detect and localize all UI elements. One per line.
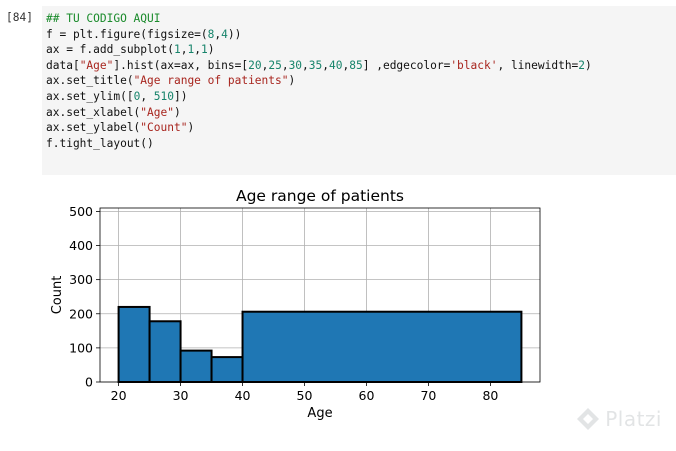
code-token: f = plt.figure(figsize=( bbox=[46, 27, 208, 41]
code-token: ax = f.add_subplot( bbox=[46, 43, 174, 57]
code-token: 35 bbox=[308, 58, 323, 72]
code-token: , bbox=[342, 58, 350, 72]
code-token: , bbox=[214, 27, 222, 41]
code-text[interactable]: ## TU CODIGO AQUI f = plt.figure(figsize=… bbox=[46, 11, 592, 151]
histogram-bar bbox=[117, 305, 151, 383]
code-token: ax.set_xlabel( bbox=[46, 105, 141, 119]
y-tick-label: 100 bbox=[69, 340, 93, 355]
histogram-bar bbox=[210, 356, 244, 383]
code-token: "Age" bbox=[79, 58, 114, 72]
code-token: 1 bbox=[187, 43, 195, 57]
code-line: ax.set_ylabel("Count") bbox=[46, 120, 592, 136]
y-tick-label: 0 bbox=[85, 375, 93, 390]
code-token: , bbox=[302, 58, 309, 72]
code-token: 1 bbox=[200, 43, 208, 57]
code-token: , linewidth= bbox=[497, 58, 579, 72]
code-token: "Age range of patients" bbox=[133, 74, 289, 88]
y-axis-label: Count bbox=[50, 276, 65, 315]
x-tick-label: 50 bbox=[297, 388, 313, 403]
x-tick-label: 30 bbox=[173, 388, 189, 403]
code-token: "Count" bbox=[140, 121, 188, 135]
x-tick-label: 60 bbox=[359, 388, 375, 403]
code-token: , bbox=[194, 43, 201, 57]
code-line: ax.set_xlabel("Age") bbox=[46, 105, 592, 121]
histogram-bar bbox=[148, 320, 182, 383]
code-token: 4 bbox=[221, 27, 228, 41]
code-token: ] ,edgecolor= bbox=[362, 58, 451, 72]
chart-title: Age range of patients bbox=[236, 187, 404, 205]
plot-frame bbox=[99, 207, 541, 383]
code-line: data["Age"].hist(ax=ax, bins=[20,25,30,3… bbox=[46, 58, 592, 74]
x-tick-label: 40 bbox=[235, 388, 251, 403]
code-token: , bbox=[281, 58, 289, 72]
code-token: )) bbox=[227, 27, 242, 41]
code-line: f.tight_layout() bbox=[46, 136, 592, 152]
code-token: ].hist(ax=ax, bins=[ bbox=[113, 58, 249, 72]
histogram-bar bbox=[241, 310, 523, 384]
code-token: , bbox=[140, 89, 154, 103]
code-token: 40 bbox=[329, 58, 343, 72]
code-cell[interactable]: [84] ## TU CODIGO AQUI f = plt.figure(fig… bbox=[4, 6, 676, 176]
y-tick-label: 400 bbox=[69, 238, 93, 253]
code-editor[interactable]: ## TU CODIGO AQUI f = plt.figure(figsize=… bbox=[42, 6, 676, 175]
code-token: 8 bbox=[207, 27, 215, 41]
code-token: data[ bbox=[46, 58, 80, 72]
code-token: 2 bbox=[578, 58, 586, 72]
code-line: ax = f.add_subplot(1,1,1) bbox=[46, 42, 592, 58]
histogram-bars bbox=[117, 305, 523, 384]
platzi-watermark: Platzi bbox=[575, 406, 662, 432]
code-token: 30 bbox=[288, 58, 303, 72]
histogram-chart: 20 30 40 50 60 70 80 0 100 200 300 400 500 Age rang… bbox=[50, 187, 541, 421]
x-tick-label: 70 bbox=[420, 388, 436, 403]
code-token: ax.set_ylim([ bbox=[46, 89, 134, 103]
y-tick-label: 200 bbox=[69, 306, 93, 321]
code-token: ax.set_title( bbox=[46, 74, 134, 88]
code-token: ) bbox=[173, 105, 181, 119]
code-token: "Age" bbox=[140, 105, 174, 119]
code-token: , bbox=[322, 58, 330, 72]
code-token: ## TU CODIGO AQUI bbox=[46, 12, 161, 25]
code-token: ) bbox=[585, 58, 592, 72]
code-line: ax.set_ylim([0, 510]) bbox=[46, 89, 592, 105]
output-figure: 20 30 40 50 60 70 80 0 100 200 300 400 500 Age rang… bbox=[0, 178, 676, 446]
histogram-bar bbox=[179, 349, 213, 384]
x-tick-label: 20 bbox=[111, 388, 127, 403]
code-line: ax.set_title("Age range of patients") bbox=[46, 73, 592, 89]
y-tick-label: 500 bbox=[69, 204, 93, 219]
code-token: 1 bbox=[173, 43, 181, 57]
platzi-logo-icon bbox=[577, 408, 600, 430]
code-token: 85 bbox=[349, 58, 363, 72]
x-tick-label: 80 bbox=[482, 388, 498, 403]
cell-execution-count: [84] bbox=[6, 11, 33, 24]
code-token: 25 bbox=[268, 58, 282, 72]
code-token: 510 bbox=[153, 89, 175, 103]
code-token: ) bbox=[187, 121, 195, 135]
x-axis-ticks: 20 30 40 50 60 70 80 bbox=[111, 382, 498, 403]
y-tick-label: 300 bbox=[69, 272, 93, 287]
code-line: f = plt.figure(figsize=(8,4)) bbox=[46, 27, 592, 43]
watermark-text: Platzi bbox=[605, 407, 662, 431]
code-token: ) bbox=[207, 43, 215, 57]
code-token: 20 bbox=[248, 58, 262, 72]
code-token: 0 bbox=[133, 89, 141, 103]
code-token: , bbox=[261, 58, 269, 72]
code-token: f.tight_layout() bbox=[46, 136, 154, 150]
y-axis-ticks: 0 100 200 300 400 500 bbox=[69, 204, 100, 390]
code-token: ) bbox=[288, 74, 296, 88]
code-line: ## TU CODIGO AQUI bbox=[46, 11, 592, 27]
code-token: ax.set_ylabel( bbox=[46, 121, 141, 135]
x-axis-label: Age bbox=[307, 406, 332, 421]
code-token: ]) bbox=[174, 89, 188, 103]
code-token: , bbox=[180, 43, 188, 57]
code-token: 'black' bbox=[450, 58, 498, 72]
